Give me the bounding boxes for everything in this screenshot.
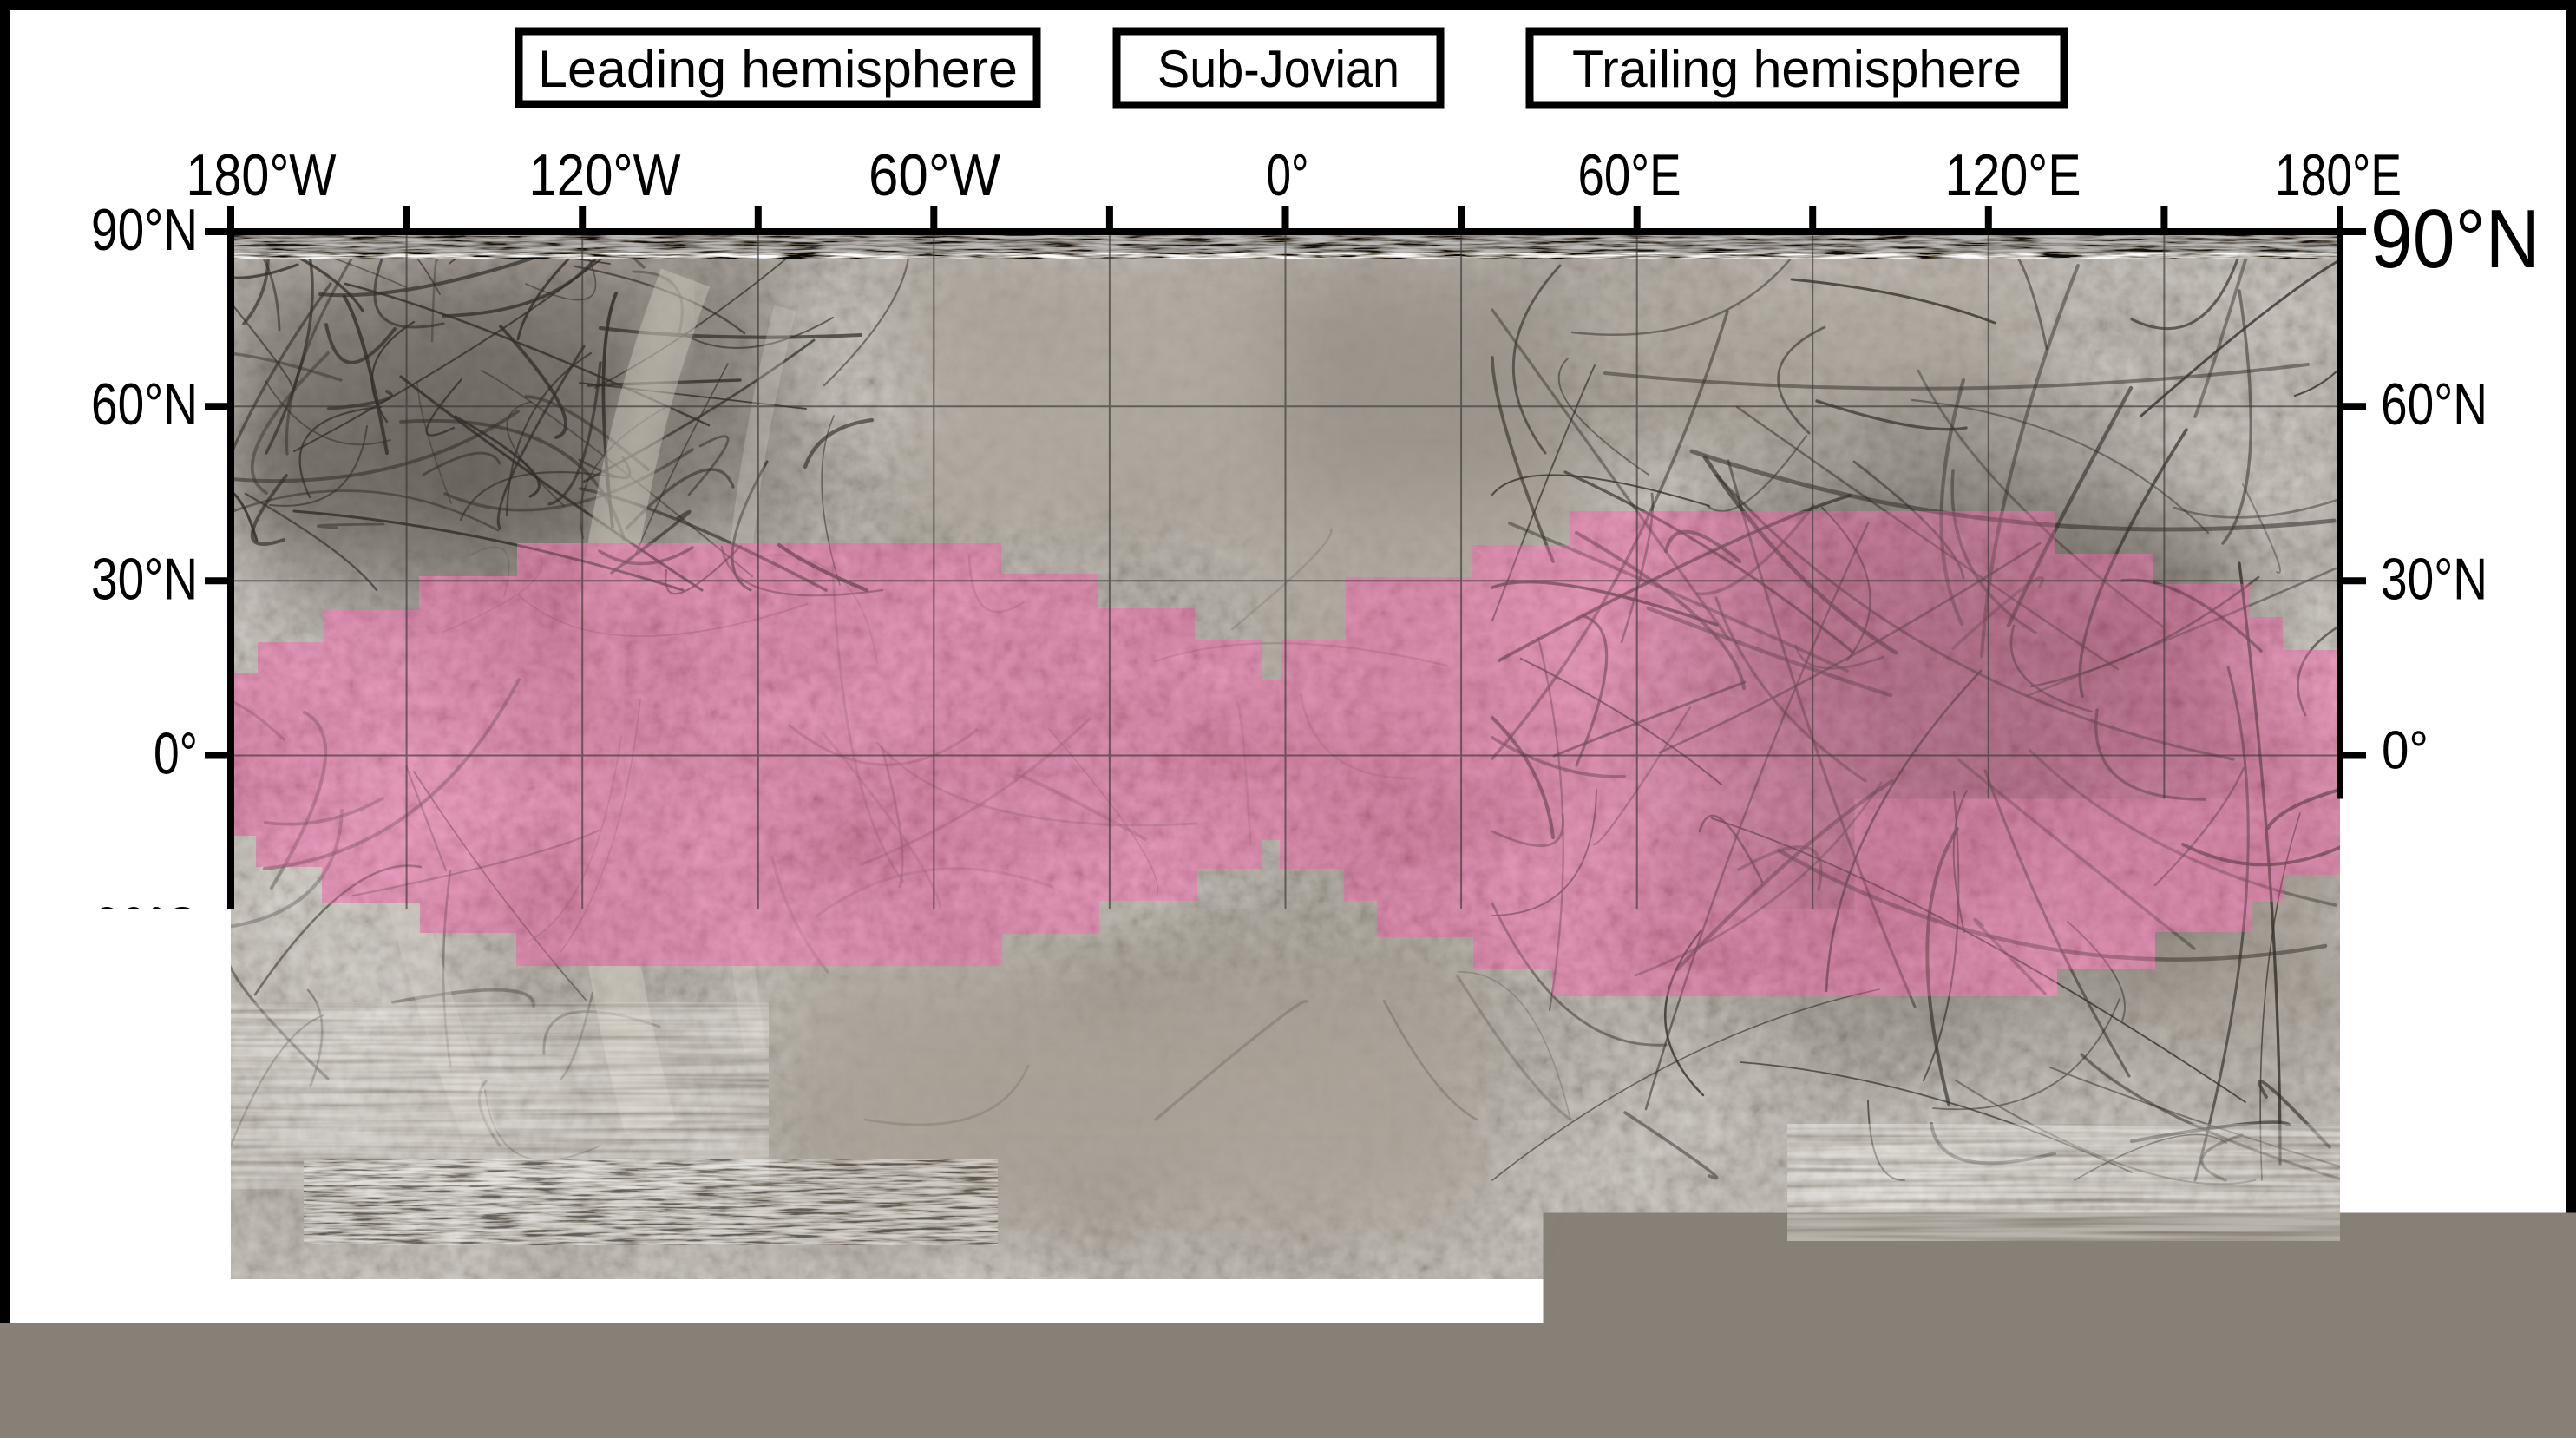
svg-text:90°N: 90°N [91,197,198,263]
svg-text:0°: 0° [154,721,198,787]
svg-text:60°N: 60°N [91,371,198,437]
svg-text:90°S: 90°S [2388,1247,2490,1307]
svg-text:30°S: 30°S [2381,896,2485,962]
svg-text:120°E: 120°E [1951,1306,2094,1374]
svg-text:60°W: 60°W [868,142,1000,208]
svg-text:120°E: 120°E [1945,142,2081,208]
svg-text:60°W: 60°W [868,1306,1000,1374]
svg-text:180°W: 180°W [187,142,337,208]
svg-text:180°E: 180°E [2278,1306,2403,1374]
svg-text:60°N: 60°N [2381,371,2488,437]
svg-text:60°S: 60°S [94,1070,198,1136]
svg-text:0°: 0° [2382,721,2429,781]
svg-text:90°S: 90°S [98,1244,198,1310]
svg-text:120°W: 120°W [529,1306,681,1374]
svg-text:90°N: 90°N [2370,193,2540,286]
svg-text:0°: 0° [1265,1306,1311,1374]
svg-text:120°W: 120°W [529,142,681,208]
svg-text:Trailing hemisphere: Trailing hemisphere [1572,40,2022,98]
svg-text:180°W: 180°W [189,1306,338,1374]
svg-text:60°E: 60°E [1578,142,1681,208]
svg-text:Sub-Jovian: Sub-Jovian [1157,40,1399,98]
svg-text:30°N: 30°N [91,546,198,612]
svg-text:60°E: 60°E [1578,1306,1686,1374]
svg-text:Leading hemisphere: Leading hemisphere [538,40,1018,98]
svg-text:0°: 0° [1267,142,1309,208]
svg-text:30°S: 30°S [94,896,198,962]
svg-text:30°N: 30°N [2381,546,2488,612]
svg-text:60°S: 60°S [2381,1070,2485,1136]
